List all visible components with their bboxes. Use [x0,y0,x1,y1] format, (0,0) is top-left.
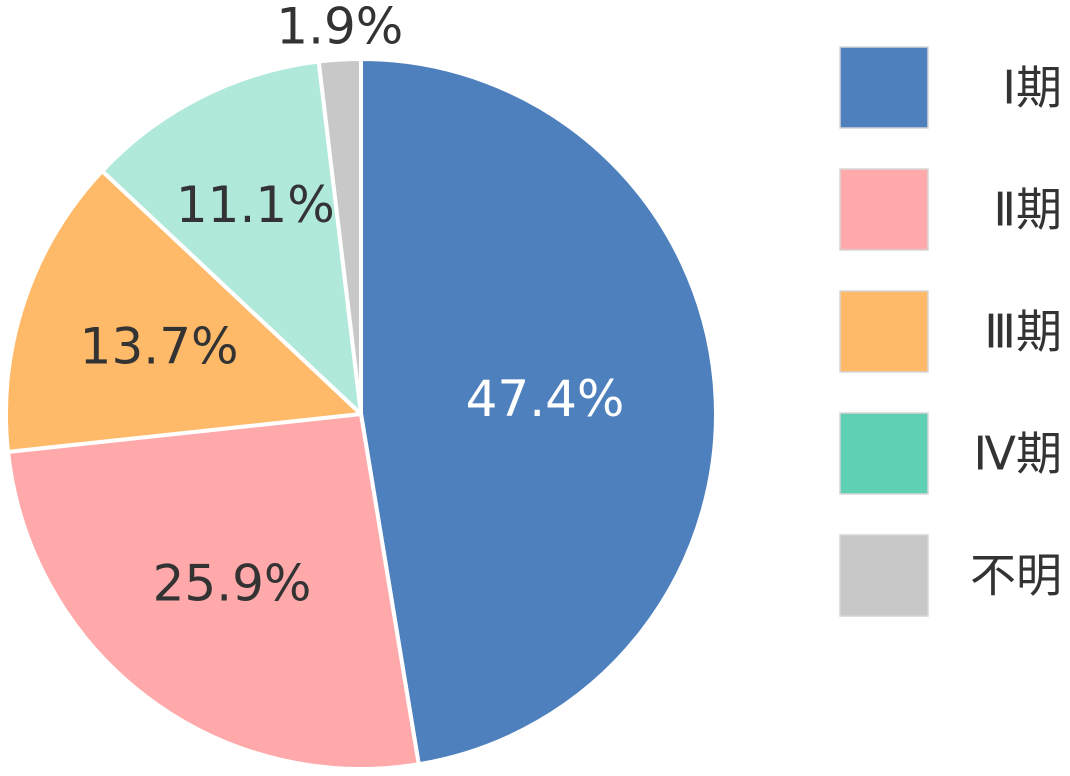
pie-slice-3 [4,168,363,454]
legend-swatch-5 [839,534,929,617]
pie-slice-1 [359,57,718,767]
legend-label-1: Ⅰ期 [1002,61,1062,115]
legend-label-5: 不明 [970,549,1062,603]
legend-swatch-1 [839,46,929,129]
legend-swatch-2 [839,168,929,251]
pie-slices [4,57,718,771]
legend-swatch-4 [839,412,929,495]
pie-slice-4 [100,59,363,416]
slice-label-3: 13.7% [80,317,239,375]
legend-label-4: Ⅳ期 [974,427,1062,481]
pie-slice-2 [6,412,421,771]
slice-label-4: 11.1% [176,176,335,234]
slice-label-2: 25.9% [153,555,312,613]
slice-label-5: 1.9% [276,0,403,56]
pie-slice-5 [316,57,363,416]
legend-swatch-3 [839,290,929,373]
legend-label-2: Ⅱ期 [993,183,1062,237]
pie-slice-labels: 47.4% 25.9% 13.7% 11.1% 1.9% [80,0,625,613]
slice-label-1: 47.4% [466,370,625,428]
legend-label-3: Ⅲ期 [984,305,1062,359]
